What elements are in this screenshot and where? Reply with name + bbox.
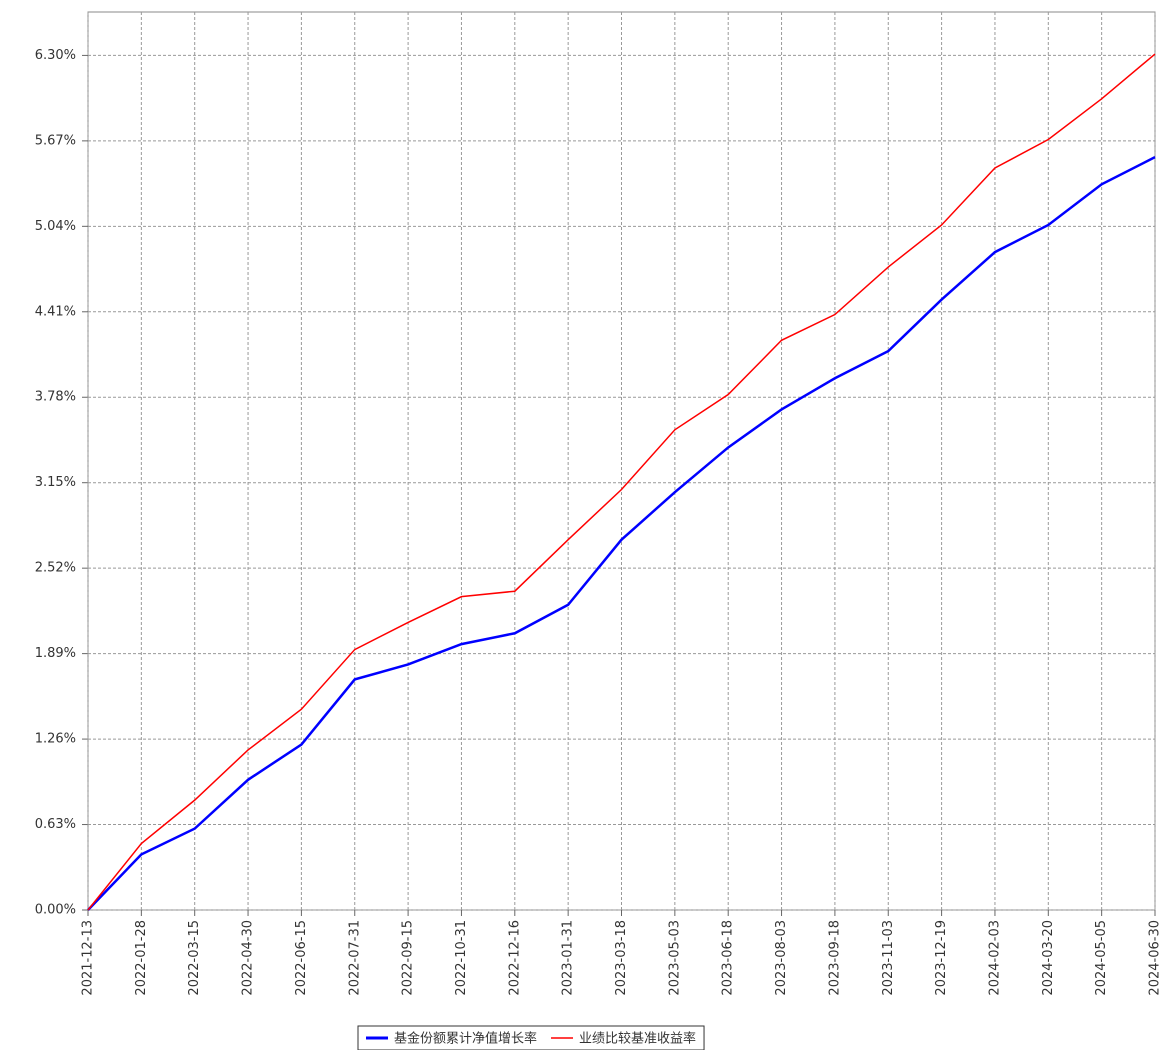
y-tick-label: 1.26% bbox=[35, 732, 76, 747]
y-tick-label: 0.63% bbox=[35, 817, 76, 832]
x-tick-label: 2024-06-30 bbox=[1148, 920, 1162, 996]
legend-label: 业绩比较基准收益率 bbox=[579, 1031, 696, 1047]
y-tick-label: 4.41% bbox=[35, 304, 76, 319]
x-tick-label: 2021-12-13 bbox=[81, 920, 96, 996]
x-tick-label: 2022-10-31 bbox=[454, 920, 469, 996]
x-tick-label: 2022-07-31 bbox=[347, 920, 362, 996]
x-tick-label: 2023-12-19 bbox=[934, 920, 949, 996]
x-tick-label: 2024-02-03 bbox=[987, 920, 1002, 996]
x-tick-label: 2023-05-03 bbox=[667, 920, 682, 996]
x-tick-label: 2022-12-16 bbox=[507, 920, 522, 996]
x-tick-label: 2023-03-18 bbox=[614, 920, 629, 996]
y-tick-label: 6.30% bbox=[35, 48, 76, 63]
x-tick-label: 2022-06-15 bbox=[294, 920, 309, 996]
y-tick-label: 5.04% bbox=[35, 219, 76, 234]
y-tick-label: 5.67% bbox=[35, 133, 76, 148]
y-tick-label: 0.00% bbox=[35, 903, 76, 918]
x-tick-label: 2023-09-18 bbox=[827, 920, 842, 996]
x-tick-label: 2024-05-05 bbox=[1094, 920, 1109, 996]
x-tick-label: 2024-03-20 bbox=[1041, 920, 1056, 996]
x-tick-label: 2022-09-15 bbox=[401, 920, 416, 996]
x-tick-label: 2022-03-15 bbox=[187, 920, 202, 996]
x-tick-label: 2023-01-31 bbox=[561, 920, 576, 996]
x-tick-label: 2022-04-30 bbox=[241, 920, 256, 996]
x-tick-label: 2023-06-18 bbox=[721, 920, 736, 996]
y-tick-label: 2.52% bbox=[35, 561, 76, 576]
x-tick-label: 2022-01-28 bbox=[134, 920, 149, 996]
y-tick-label: 3.78% bbox=[35, 390, 76, 405]
plot-area bbox=[88, 12, 1155, 910]
y-tick-label: 1.89% bbox=[35, 646, 76, 661]
x-tick-label: 2023-11-03 bbox=[881, 920, 896, 996]
legend-label: 基金份额累计净值增长率 bbox=[394, 1031, 537, 1047]
x-tick-label: 2023-08-03 bbox=[774, 920, 789, 996]
y-tick-label: 3.15% bbox=[35, 475, 76, 490]
